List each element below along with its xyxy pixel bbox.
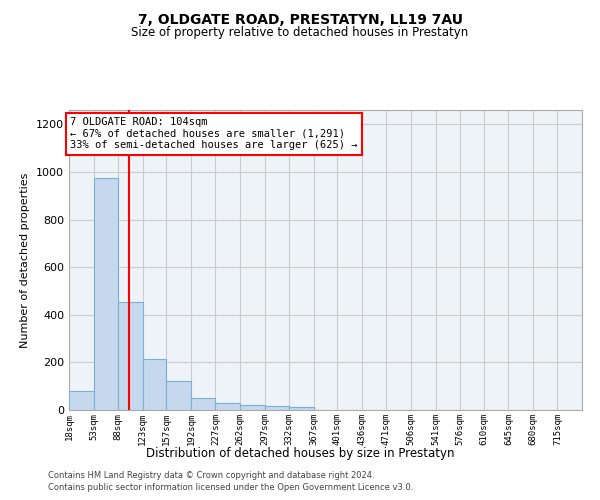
Bar (240, 405, 265, 410)
Bar (94, 178, 118, 410)
Text: Contains HM Land Registry data © Crown copyright and database right 2024.: Contains HM Land Registry data © Crown c… (48, 471, 374, 480)
Bar (191, 398, 215, 410)
Bar (69, 391, 94, 410)
Text: Distribution of detached houses by size in Prestatyn: Distribution of detached houses by size … (146, 448, 454, 460)
Bar (143, 359, 166, 410)
Bar (118, 302, 143, 410)
Text: Contains public sector information licensed under the Open Government Licence v3: Contains public sector information licen… (48, 484, 413, 492)
Bar (166, 382, 191, 410)
Text: 7 OLDGATE ROAD: 104sqm
← 67% of detached houses are smaller (1,291)
33% of semi-: 7 OLDGATE ROAD: 104sqm ← 67% of detached… (70, 117, 358, 150)
Text: 7, OLDGATE ROAD, PRESTATYN, LL19 7AU: 7, OLDGATE ROAD, PRESTATYN, LL19 7AU (137, 12, 463, 26)
Bar (265, 406, 289, 410)
Bar (215, 404, 240, 410)
Bar (289, 407, 314, 410)
Y-axis label: Number of detached properties: Number of detached properties (20, 172, 31, 348)
Text: Size of property relative to detached houses in Prestatyn: Size of property relative to detached ho… (131, 26, 469, 39)
